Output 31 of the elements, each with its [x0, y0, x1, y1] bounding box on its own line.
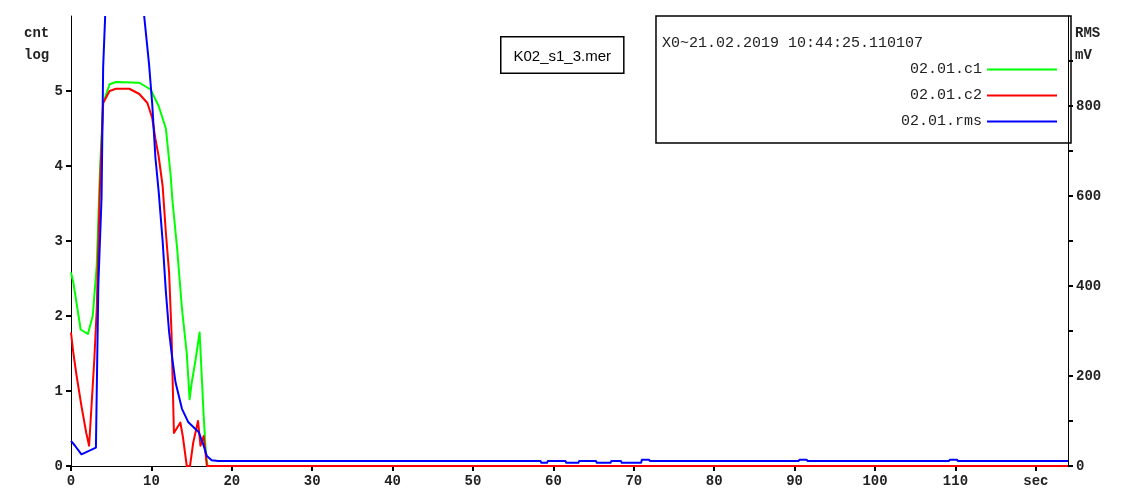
x-tick-label: 30 [303, 473, 321, 489]
y2-tick-label: 0 [1076, 458, 1085, 474]
y-tick-label: 5 [54, 83, 63, 99]
y2-tick-label: 800 [1076, 98, 1102, 114]
legend-label: 02.01.c2 [909, 87, 982, 104]
x-tick-label: 80 [705, 473, 723, 489]
y-tick-label: 0 [54, 458, 63, 474]
x-tick-label: 20 [223, 473, 241, 489]
x-tick-label: 60 [545, 473, 562, 489]
x-tick-label: 70 [625, 473, 643, 489]
x-tick-label: 100 [862, 473, 888, 489]
x-tick-label: 110 [942, 473, 969, 489]
x-tick-label: 90 [786, 473, 804, 489]
y2-tick-label: 600 [1076, 188, 1102, 204]
annotation: K02_s1_3.mer [513, 46, 612, 64]
y2-axis-title: RMS mV [1075, 25, 1101, 63]
legend-label: 02.01.c1 [909, 61, 982, 78]
x-tick-label: 40 [384, 473, 402, 489]
y-tick-label: 2 [54, 308, 63, 324]
x-tick-label: 10 [143, 473, 160, 489]
legend-label: 02.01.rms [900, 113, 982, 130]
y-axis-title: cnt log [24, 25, 50, 63]
y2-tick-label: 400 [1076, 278, 1102, 294]
x-tick-label: 50 [464, 473, 482, 489]
x-tick-label: sec [1023, 473, 1049, 489]
y-tick-label: 1 [54, 383, 63, 399]
legend-title: X0~21.02.2019 10:44:25.110107 [662, 35, 924, 52]
y-tick-label: 4 [54, 158, 63, 174]
x-tick-label: 0 [66, 473, 76, 489]
y2-tick-label: 200 [1076, 368, 1102, 384]
y-tick-label: 3 [54, 233, 63, 249]
